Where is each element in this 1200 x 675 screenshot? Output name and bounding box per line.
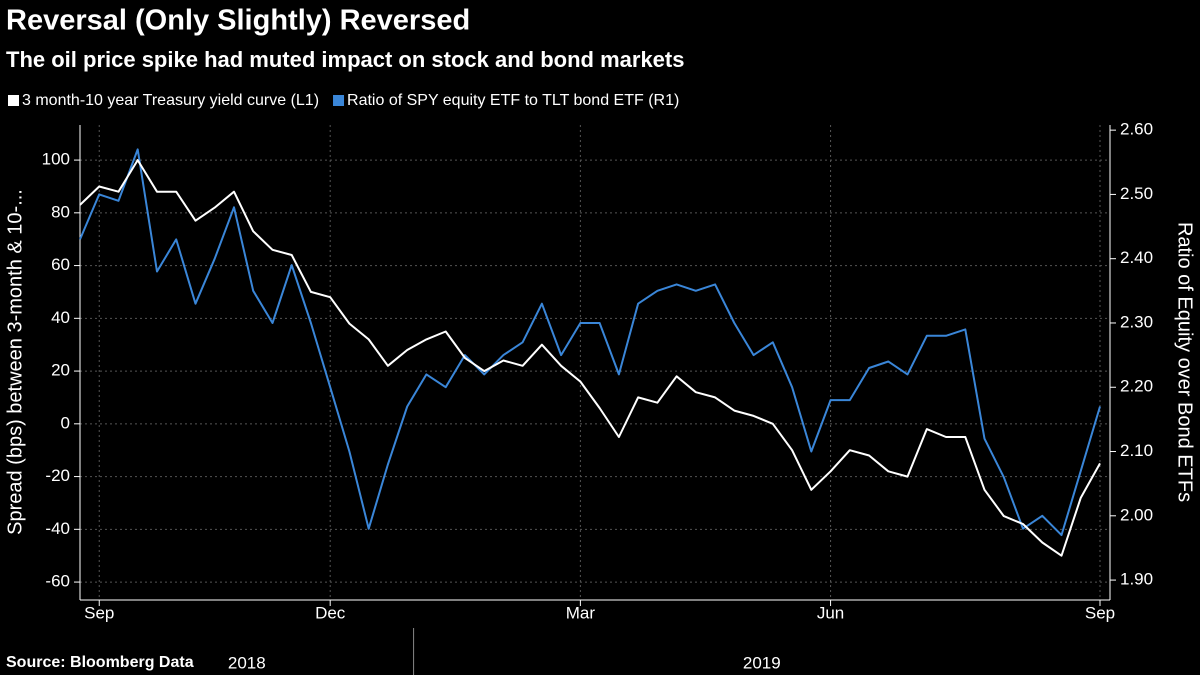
y-tick-label: 40 — [51, 308, 70, 327]
legend-label: Ratio of SPY equity ETF to TLT bond ETF … — [347, 92, 679, 109]
legend-label: 3 month-10 year Treasury yield curve (L1… — [22, 92, 319, 109]
year-label: 2019 — [743, 653, 781, 672]
chart-subtitle: The oil price spike had muted impact on … — [6, 47, 684, 72]
y2-tick-label: 2.30 — [1120, 312, 1153, 331]
chart-title: Reversal (Only Slightly) Reversed — [6, 5, 470, 37]
y-tick-label: 20 — [51, 361, 70, 380]
y2-tick-label: 2.10 — [1120, 441, 1153, 460]
legend-swatch — [333, 95, 345, 106]
y-axis-label: Spread (bps) between 3-month & 10-... — [4, 189, 26, 535]
y-tick-label: 100 — [42, 150, 70, 169]
x-tick-label: Dec — [315, 603, 346, 622]
line-series — [79, 159, 1101, 557]
legend-swatch — [8, 95, 19, 106]
y2-axis-label: Ratio of Equity over Bond ETFs — [1174, 222, 1196, 502]
y-tick-label: 80 — [51, 202, 70, 221]
line-series — [79, 148, 1101, 537]
y2-tick-label: 2.20 — [1120, 377, 1153, 396]
y2-tick-label: 2.60 — [1120, 120, 1153, 139]
y-tick-label: -60 — [45, 572, 70, 591]
y2-tick-label: 2.50 — [1120, 184, 1153, 203]
y2-tick-label: 2.00 — [1120, 505, 1153, 524]
y2-tick-label: 1.90 — [1120, 570, 1153, 589]
year-label: 2018 — [228, 653, 266, 672]
x-tick-label: Mar — [566, 603, 596, 622]
source: Source: Bloomberg Data — [6, 654, 194, 671]
x-tick-label: Sep — [1085, 603, 1115, 622]
x-tick-label: Jun — [817, 603, 844, 622]
y2-tick-label: 2.40 — [1120, 248, 1153, 267]
y-tick-label: -40 — [45, 519, 70, 538]
y-tick-label: 0 — [61, 413, 70, 432]
y-tick-label: 60 — [51, 255, 70, 274]
x-tick-label: Sep — [84, 603, 114, 622]
y-tick-label: -20 — [45, 466, 70, 485]
